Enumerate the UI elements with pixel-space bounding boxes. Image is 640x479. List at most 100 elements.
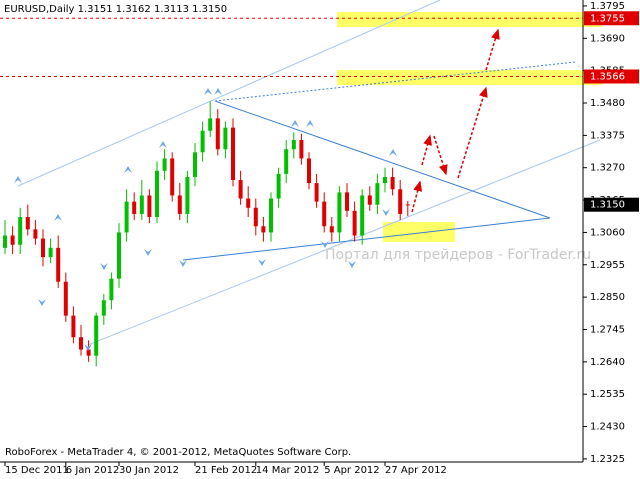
forecast-arrow (485, 28, 500, 71)
candle-body (383, 176, 387, 184)
candle-body (139, 195, 144, 214)
candle-body (269, 198, 273, 233)
target-zone (337, 70, 602, 85)
candle-body (155, 170, 159, 218)
x-tick-label: 30 Jan 2012 (119, 465, 179, 476)
forecast-arrow (433, 135, 448, 176)
fractal-up (204, 88, 212, 95)
watermark: Портал для трейдеров - ForTrader.ru (325, 247, 591, 263)
candle-body (25, 217, 30, 230)
candle-body (375, 183, 380, 205)
candle-body (86, 349, 91, 356)
fractal-up (306, 120, 314, 127)
forecast-arrow (421, 134, 432, 166)
price-label: 1.3566 (590, 71, 625, 82)
candle-body (261, 226, 266, 233)
candle-body (223, 127, 228, 150)
forecast-arrows (411, 28, 500, 213)
candle-body (48, 247, 53, 258)
candle-body (79, 337, 83, 350)
fractal-up (214, 88, 222, 95)
candle-body (41, 238, 45, 258)
forecast-arrow (457, 86, 488, 179)
candle-body (109, 278, 114, 301)
x-tick-label: 5 Apr 2012 (324, 465, 379, 476)
candle-body (215, 118, 220, 150)
x-tick-label: 21 Feb 2012 (195, 465, 257, 476)
target-zone (337, 12, 602, 27)
y-tick-label: 1.3480 (590, 98, 625, 109)
price-label-box (584, 69, 639, 84)
candle-body (200, 130, 205, 153)
candle-body (117, 232, 121, 279)
candle-body (299, 139, 304, 159)
support-zone (383, 222, 455, 242)
channel-line (17, 0, 441, 187)
candle-body (193, 152, 197, 177)
candle-body (231, 127, 235, 181)
projection-line (214, 61, 576, 102)
y-tick-label: 1.2535 (590, 389, 625, 400)
fractal-down (258, 259, 266, 266)
candle-body (337, 192, 342, 233)
candle-body (132, 201, 137, 214)
candle-body (208, 118, 213, 131)
y-tick-label: 1.2430 (590, 422, 625, 433)
y-tick-label: 1.3375 (590, 130, 625, 141)
candle-body (124, 201, 129, 233)
candle-body (390, 176, 395, 190)
y-tick-label: 1.3060 (590, 227, 625, 238)
triangle-line (182, 217, 551, 261)
price-label-box (584, 197, 639, 212)
candle-body (352, 210, 357, 236)
x-tick-label: 15 Dec 2011 (5, 465, 69, 476)
candle-body (276, 173, 281, 199)
channel-line (87, 139, 601, 346)
fractal-down (100, 263, 108, 270)
chart-title: EURUSD,Daily 1.3151 1.3162 1.3113 1.3150 (4, 4, 227, 15)
x-tick-label: 27 Apr 2012 (385, 465, 447, 476)
price-label: 1.3150 (590, 200, 625, 211)
triangle-line (214, 100, 551, 219)
candle-body (322, 201, 327, 227)
candle-body (246, 198, 251, 208)
candle-body (147, 195, 152, 218)
y-tick-label: 1.3270 (590, 163, 625, 174)
fractal-up (124, 166, 132, 173)
price-label: 1.3755 (590, 13, 625, 24)
candle-body (18, 217, 23, 245)
price-label-box (584, 11, 639, 26)
y-tick-label: 1.2640 (590, 357, 625, 368)
fractal-up (159, 141, 167, 148)
candle-body (307, 158, 311, 184)
fractal-up (14, 176, 22, 183)
candle-body (185, 176, 190, 214)
candle-body (360, 195, 365, 236)
candle-body (367, 195, 372, 205)
y-tick-label: 1.3690 (590, 33, 625, 44)
candle-body (10, 235, 15, 245)
candle-body (101, 300, 106, 316)
candle-body (398, 189, 403, 214)
forecast-arrow (411, 180, 423, 213)
candle-body (314, 183, 319, 202)
candle-body (170, 158, 175, 196)
candle-body (238, 180, 243, 199)
fractal-up (54, 214, 62, 221)
candle-body (405, 204, 410, 206)
fractal-down (179, 260, 187, 267)
candle-body (253, 207, 258, 227)
y-tick-label: 1.2955 (590, 260, 625, 271)
candles (3, 101, 410, 367)
candle-body (56, 247, 61, 282)
fractal-down (321, 241, 329, 248)
candle-body (94, 315, 99, 356)
footer: RoboForex - MetaTrader 4, © 2001-2012, M… (5, 447, 351, 458)
candle-body (329, 226, 334, 233)
candle-body (345, 192, 349, 211)
candle-body (33, 229, 38, 239)
candle-body (291, 139, 296, 150)
candle-body (284, 149, 289, 174)
y-tick-label: 1.2745 (590, 324, 625, 335)
